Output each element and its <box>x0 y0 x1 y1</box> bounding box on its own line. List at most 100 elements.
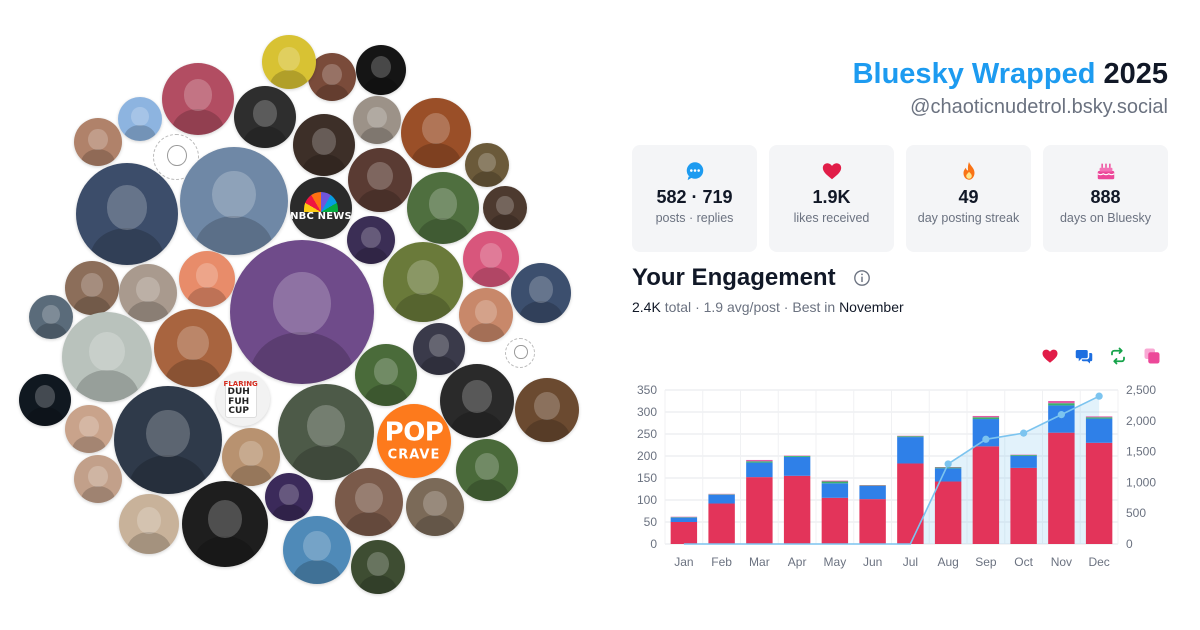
avatar[interactable] <box>74 455 122 503</box>
avatar[interactable] <box>383 242 463 322</box>
bar-segment <box>670 522 698 544</box>
avatar[interactable] <box>179 251 235 307</box>
bar-segment <box>934 468 962 482</box>
avatar[interactable] <box>74 118 122 166</box>
avatar[interactable] <box>308 53 356 101</box>
avatar-shape <box>90 228 164 265</box>
engagement-total: 2.4K <box>632 299 661 315</box>
bar-segment <box>746 477 773 544</box>
avatar[interactable] <box>118 97 162 141</box>
stat-card-streak: 49 day posting streak <box>906 145 1031 252</box>
avatar[interactable] <box>355 344 417 406</box>
bar-segment <box>972 415 1000 418</box>
avatar-shape <box>269 69 309 89</box>
bar-segment <box>708 503 735 544</box>
avatar[interactable] <box>483 186 527 230</box>
engagement-best-month: November <box>839 299 904 315</box>
bar-segment <box>1010 455 1037 456</box>
avatar-mug-logo[interactable]: FLARING DUH FUH CUP <box>216 372 270 426</box>
avatar[interactable] <box>351 540 405 594</box>
avatar-nbc-logo[interactable]: NBC NEWS <box>290 177 352 239</box>
avatar[interactable] <box>222 428 280 486</box>
avatar[interactable] <box>114 386 222 494</box>
logo-text: POP CRAVE <box>377 419 451 463</box>
avatar[interactable] <box>154 309 232 387</box>
avatar[interactable] <box>353 96 401 144</box>
avatar[interactable] <box>265 473 313 521</box>
avatar[interactable] <box>62 312 152 402</box>
avatar[interactable] <box>180 147 288 255</box>
x-axis-tick-label: Sep <box>975 555 997 569</box>
avatar[interactable] <box>463 231 519 287</box>
info-icon[interactable] <box>853 269 871 287</box>
avatar[interactable] <box>119 494 179 554</box>
avatar[interactable] <box>19 374 71 426</box>
avatar[interactable] <box>278 384 374 480</box>
avatar[interactable] <box>230 240 374 384</box>
x-axis-tick-label: Jun <box>863 555 882 569</box>
avatar-shape <box>72 295 112 315</box>
avatar-shape <box>195 216 273 255</box>
avatar[interactable] <box>440 364 514 438</box>
avatar-shape <box>106 185 148 231</box>
avatar[interactable] <box>505 338 535 368</box>
cumulative-point <box>982 435 990 443</box>
avatar[interactable] <box>262 35 316 89</box>
avatar[interactable] <box>65 405 113 453</box>
avatar[interactable] <box>29 295 73 339</box>
avatar[interactable] <box>347 216 395 264</box>
avatar[interactable] <box>406 478 464 536</box>
avatar-shape <box>355 482 383 513</box>
avatar[interactable] <box>456 439 518 501</box>
avatar[interactable] <box>413 323 465 375</box>
avatar[interactable] <box>119 264 177 322</box>
bar-segment <box>1085 442 1113 544</box>
avatar[interactable] <box>356 45 406 95</box>
avatar[interactable] <box>162 63 234 135</box>
peacock-icon <box>304 191 338 212</box>
bar-segment <box>670 517 698 522</box>
bar-segment <box>783 475 811 544</box>
legend-quotes-copy-icon[interactable] <box>1143 347 1161 365</box>
bar-segment <box>821 483 849 498</box>
avatar[interactable] <box>293 114 355 176</box>
y-axis-left-tick-label: 200 <box>637 449 657 463</box>
avatar[interactable] <box>348 148 412 212</box>
legend-likes-heart-icon[interactable] <box>1041 347 1059 365</box>
avatar-shape <box>371 56 391 78</box>
bar-segment <box>783 456 811 476</box>
avatar[interactable] <box>401 98 471 168</box>
avatar[interactable] <box>283 516 351 584</box>
avatar-shape <box>534 392 560 421</box>
avatar-shape <box>470 266 512 287</box>
logo-text-top: FLARING <box>223 380 258 389</box>
avatar[interactable] <box>465 143 509 187</box>
avatar[interactable] <box>65 261 119 315</box>
avatar[interactable] <box>234 86 296 148</box>
x-axis-tick-label: Jan <box>674 555 693 569</box>
legend-replies-quote-icon[interactable] <box>1075 347 1093 365</box>
y-axis-left-tick-label: 250 <box>637 427 657 441</box>
avatar-shape <box>88 465 108 487</box>
avatar-shape <box>230 465 272 486</box>
avatar[interactable] <box>515 378 579 442</box>
avatar-shape <box>250 332 354 384</box>
y-axis-right-tick-label: 2,000 <box>1126 414 1156 428</box>
mug-icon <box>224 381 257 419</box>
avatar[interactable] <box>511 263 571 323</box>
avatar-shape <box>466 322 506 342</box>
avatar-shape <box>519 301 563 323</box>
avatar[interactable] <box>182 481 268 567</box>
avatar[interactable] <box>407 172 479 244</box>
bar-segment <box>934 467 962 469</box>
title-brand: Bluesky Wrapped <box>852 58 1096 90</box>
legend-reposts-repost-icon[interactable] <box>1109 347 1127 365</box>
bar-segment <box>1085 418 1113 443</box>
avatar-shape <box>361 226 381 248</box>
avatar[interactable] <box>76 163 178 265</box>
avatar-shape <box>74 369 140 402</box>
avatar-pop-logo[interactable]: POP CRAVE <box>377 404 451 478</box>
avatar[interactable] <box>459 288 513 342</box>
avatar-shape <box>471 171 503 187</box>
avatar[interactable] <box>335 468 403 536</box>
